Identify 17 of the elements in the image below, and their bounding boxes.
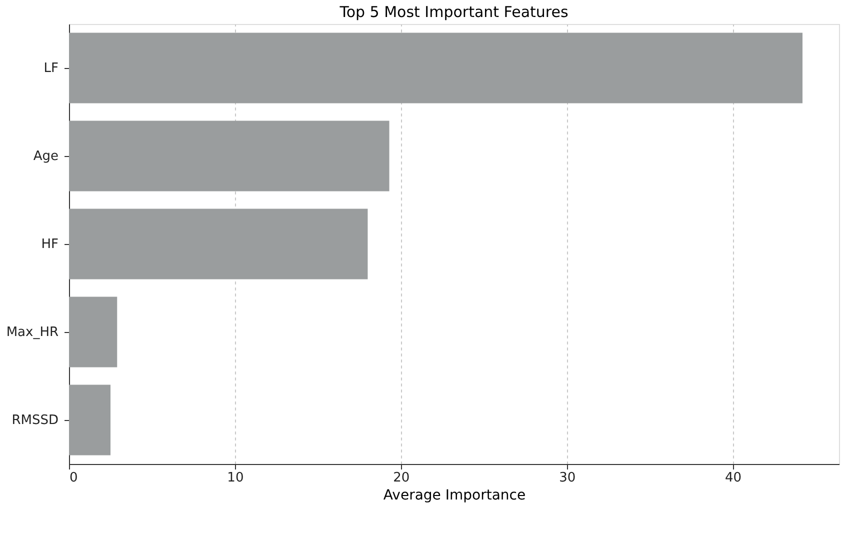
bar xyxy=(69,384,110,456)
x-tick-label: 10 xyxy=(227,470,244,486)
y-tick-label: RMSSD xyxy=(12,413,58,428)
chart-title: Top 5 Most Important Features xyxy=(338,3,568,21)
y-tick-label: Age xyxy=(33,149,58,164)
bar xyxy=(69,296,118,368)
x-tick-label: 0 xyxy=(70,470,78,486)
x-axis-title: Average Importance xyxy=(383,488,526,504)
x-tick-label: 40 xyxy=(725,470,742,486)
y-tick-label: Max_HR xyxy=(6,325,58,340)
y-tick-label: HF xyxy=(41,237,58,252)
bar xyxy=(69,208,368,280)
x-tick-label: 20 xyxy=(393,470,410,486)
bar xyxy=(69,120,390,192)
x-tick-label: 30 xyxy=(559,470,576,486)
bar xyxy=(69,32,802,104)
y-tick-label: LF xyxy=(44,61,58,76)
